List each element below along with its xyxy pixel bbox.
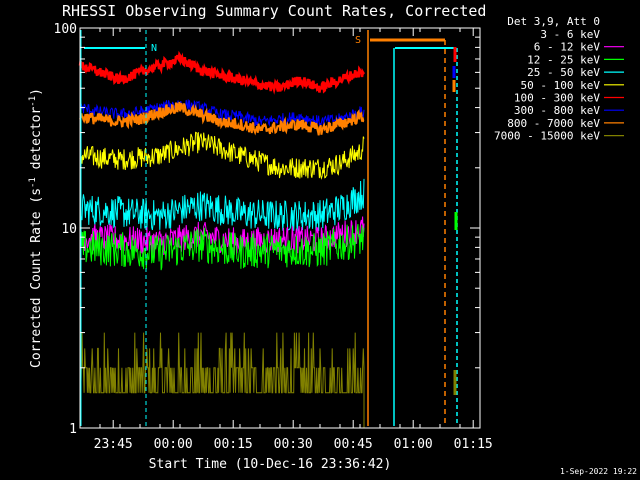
plot-axes (79, 27, 481, 429)
y-axis-label-sup2: -1 (28, 96, 38, 107)
y-tick-label-2: 100 (54, 22, 77, 37)
y-tick-label-0: 1 (69, 422, 77, 437)
x-axis-label: Start Time (10-Dec-16 23:36:42) (149, 457, 392, 472)
legend-label-6: 100 - 300 keV (514, 92, 600, 105)
marker-label-s: S (355, 35, 361, 46)
x-tick-label-5: 01:00 (394, 437, 433, 452)
legend-label-7: 300 - 800 keV (514, 104, 600, 117)
x-tick-label-0: 23:45 (94, 437, 133, 452)
legend-label-9: 7000 - 15000 keV (494, 130, 600, 143)
x-tick-label-6: 01:15 (454, 437, 493, 452)
y-tick-label-1: 10 (61, 222, 77, 237)
y-axis-label-mid: detector (29, 107, 44, 178)
legend-label-4: 25 - 50 keV (527, 66, 600, 79)
series-line-9 (79, 332, 365, 428)
legend-label-1: 3 - 6 keV (540, 28, 600, 41)
series-line-3 (79, 224, 365, 271)
x-tick-label-1: 00:00 (154, 437, 193, 452)
tick-labels: 23:45 00:00 00:15 00:30 00:45 01:00 01:15 1 10 10… (54, 22, 493, 452)
series-layer (78, 18, 366, 428)
y-axis-label: Corrected Count Rate (s-1 detector-1) (28, 88, 44, 368)
series-line-8 (79, 101, 365, 136)
x-tick-label-2: 00:15 (214, 437, 253, 452)
legend-label-8: 800 - 7000 keV (507, 117, 600, 130)
x-tick-label-3: 00:30 (274, 437, 313, 452)
legend-label-5: 50 - 100 keV (521, 79, 601, 92)
x-tick-label-4: 00:45 (334, 437, 373, 452)
y-axis-label-end: ) (29, 88, 44, 96)
y-axis-label-sup1: -1 (28, 177, 38, 188)
legend-label-2: 6 - 12 keV (534, 41, 601, 54)
legend-header: Det 3,9, Att 0 (507, 15, 600, 28)
chart-title: RHESSI Observing Summary Count Rates, Co… (62, 2, 486, 20)
series-line-6 (78, 50, 366, 95)
y-axis-label-main: Corrected Count Rate (s (29, 188, 44, 368)
marker-label-n: N (151, 43, 157, 54)
timestamp: 1-Sep-2022 19:22 (560, 467, 637, 476)
legend-label-3: 12 - 25 keV (527, 53, 600, 66)
series-line-5 (79, 131, 365, 180)
series-line-4 (79, 178, 365, 232)
series-line-1 (79, 18, 365, 111)
attenuator-markers: NS (80, 30, 458, 426)
